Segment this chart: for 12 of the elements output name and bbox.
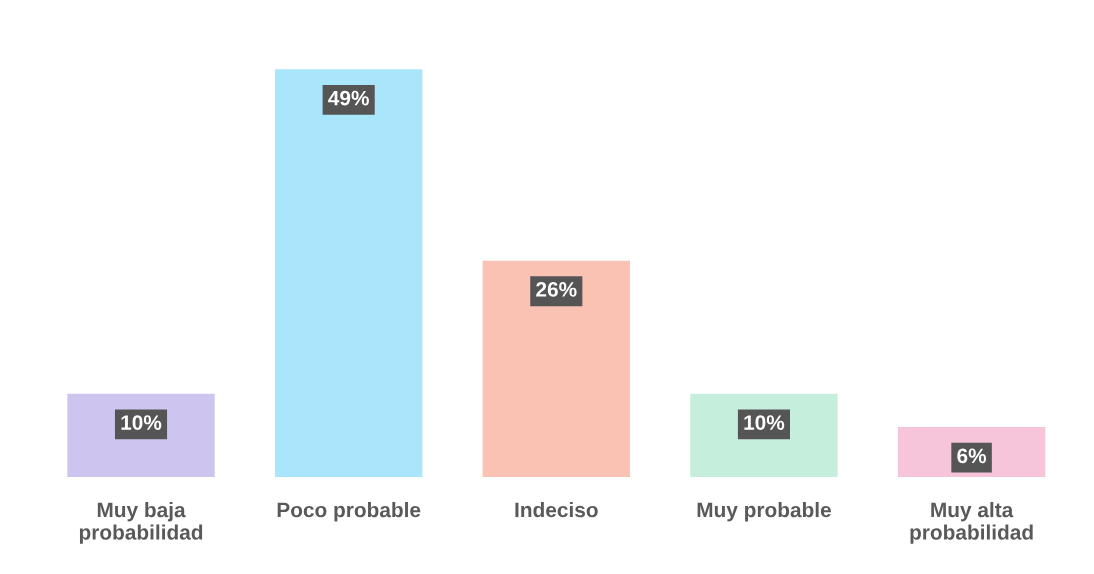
data-label: 6% [957, 448, 987, 464]
data-label: 26% [536, 282, 577, 297]
x-tick-label: Poco probable [277, 501, 421, 522]
data-label: 49% [328, 90, 369, 106]
data-label: 10% [121, 415, 162, 430]
x-tick-label: Muy probable [697, 501, 831, 522]
bar [274, 69, 423, 477]
x-tick-label: Indeciso [515, 501, 598, 518]
x-tick-label: Muy baja probabilidad [79, 501, 203, 544]
x-tick-label: Muy alta probabilidad [910, 501, 1033, 544]
data-label: 10% [744, 415, 785, 430]
bar [482, 260, 631, 477]
